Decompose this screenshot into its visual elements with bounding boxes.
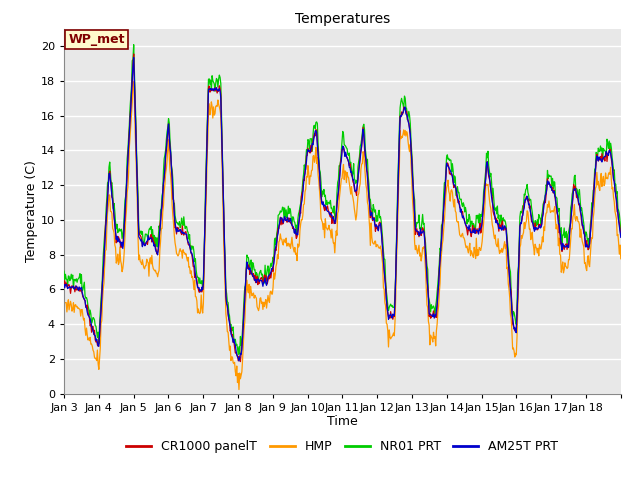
X-axis label: Time: Time [327, 415, 358, 429]
Text: WP_met: WP_met [68, 33, 125, 46]
Y-axis label: Temperature (C): Temperature (C) [25, 160, 38, 262]
Title: Temperatures: Temperatures [295, 12, 390, 26]
Legend: CR1000 panelT, HMP, NR01 PRT, AM25T PRT: CR1000 panelT, HMP, NR01 PRT, AM25T PRT [122, 435, 563, 458]
